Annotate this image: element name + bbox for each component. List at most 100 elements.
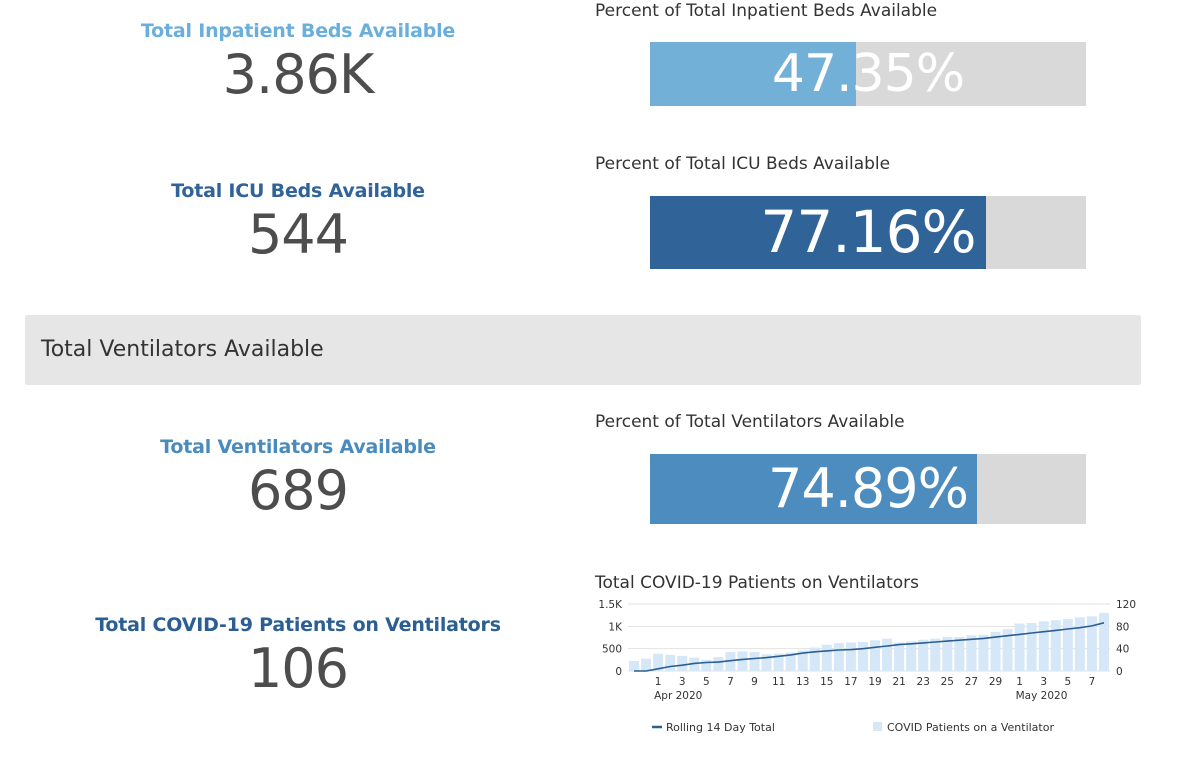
y-left-tick-label: 500 xyxy=(602,644,622,656)
y-right-tick-label: 80 xyxy=(1116,621,1129,633)
x-tick-label: 9 xyxy=(751,676,758,688)
bar xyxy=(954,636,965,671)
bar xyxy=(749,652,760,671)
percent-value: 74.89% xyxy=(768,457,969,520)
bar xyxy=(725,652,736,671)
kpi-label: Total COVID-19 Patients on Ventilators xyxy=(95,614,501,636)
bar xyxy=(1074,617,1085,671)
section-header-ventilators: Total Ventilators Available xyxy=(25,315,1141,385)
bar xyxy=(797,650,808,671)
bar xyxy=(930,638,941,671)
legend-label: Rolling 14 Day Total xyxy=(666,721,775,734)
bar xyxy=(1038,621,1049,671)
bar xyxy=(833,643,844,671)
kpi-icu-beds: Total ICU Beds Available 544 xyxy=(18,180,578,262)
percent-title-inpatient: Percent of Total Inpatient Beds Availabl… xyxy=(595,1,938,21)
x-group-label: Apr 2020 xyxy=(654,690,702,702)
kpi-label: Total Inpatient Beds Available xyxy=(140,20,456,42)
bar xyxy=(701,659,712,671)
bar xyxy=(894,642,905,671)
x-tick-label: 1 xyxy=(655,676,662,688)
x-tick-label: 27 xyxy=(965,676,978,688)
x-tick-label: 3 xyxy=(679,676,686,688)
x-tick-label: 7 xyxy=(727,676,734,688)
y-left-tick-label: 1.5K xyxy=(598,599,623,611)
kpi-value: 3.86K xyxy=(222,43,375,106)
percent-title-ventilators: Percent of Total Ventilators Available xyxy=(595,412,905,432)
x-tick-label: 19 xyxy=(868,676,881,688)
section-title: Total Ventilators Available xyxy=(41,337,324,362)
y-left-tick-label: 0 xyxy=(615,666,622,678)
bar xyxy=(821,644,832,671)
percent-bar-icu: 77.16% xyxy=(650,196,1086,269)
x-tick-label: 23 xyxy=(917,676,930,688)
kpi-value: 689 xyxy=(247,459,349,522)
legend-label: COVID Patients on a Ventilator xyxy=(887,721,1054,734)
percent-fill xyxy=(650,454,977,524)
bar xyxy=(990,631,1001,671)
bar xyxy=(870,640,881,671)
bar xyxy=(689,657,700,671)
percent-fill xyxy=(650,196,987,269)
bar xyxy=(1002,629,1013,671)
legend-bar-swatch xyxy=(873,722,882,731)
bar xyxy=(845,642,856,671)
percent-bar-ventilators: 74.89% xyxy=(650,454,1086,524)
bar xyxy=(785,652,796,671)
x-tick-label: 17 xyxy=(844,676,857,688)
bar xyxy=(677,655,688,671)
bar xyxy=(1098,612,1109,671)
x-tick-label: 1 xyxy=(1016,676,1023,688)
y-right-tick-label: 40 xyxy=(1116,644,1129,656)
rolling-total-line xyxy=(634,622,1105,672)
bar xyxy=(942,636,953,671)
y-left-tick-label: 1K xyxy=(608,621,623,633)
bar xyxy=(857,641,868,671)
percent-fill xyxy=(650,42,857,106)
bar xyxy=(966,635,977,671)
x-tick-label: 25 xyxy=(941,676,954,688)
percent-value: 47.35% xyxy=(771,44,965,104)
kpi-covid-ventilators: Total COVID-19 Patients on Ventilators 1… xyxy=(18,614,578,696)
kpi-label: Total ICU Beds Available xyxy=(171,180,425,202)
bar xyxy=(641,658,652,671)
bar xyxy=(1062,619,1073,671)
percent-value: 77.16% xyxy=(760,198,976,266)
bar xyxy=(629,660,640,671)
bar xyxy=(773,653,784,671)
chart-title: Total COVID-19 Patients on Ventilators xyxy=(595,573,919,593)
x-tick-label: 29 xyxy=(989,676,1002,688)
x-tick-label: 15 xyxy=(820,676,833,688)
x-tick-label: 13 xyxy=(796,676,809,688)
kpi-label: Total Ventilators Available xyxy=(160,436,436,458)
y-right-tick-label: 120 xyxy=(1116,599,1136,611)
x-tick-label: 3 xyxy=(1040,676,1047,688)
bar xyxy=(978,634,989,671)
bar xyxy=(809,647,820,671)
kpi-value: 544 xyxy=(247,203,349,266)
y-right-tick-label: 0 xyxy=(1116,666,1123,678)
percent-bar-inpatient: 47.35% xyxy=(650,42,1086,106)
x-group-label: May 2020 xyxy=(1016,690,1068,702)
bar xyxy=(713,657,724,671)
x-tick-label: 21 xyxy=(892,676,905,688)
kpi-value: 106 xyxy=(247,637,349,700)
x-tick-label: 5 xyxy=(1064,676,1071,688)
bar xyxy=(906,641,917,671)
bar xyxy=(882,638,893,671)
bar xyxy=(1026,622,1037,671)
kpi-inpatient-beds: Total Inpatient Beds Available 3.86K xyxy=(18,20,578,102)
kpi-ventilators: Total Ventilators Available 689 xyxy=(18,436,578,518)
bar xyxy=(761,654,772,671)
bar xyxy=(653,653,664,671)
x-tick-label: 7 xyxy=(1089,676,1096,688)
x-tick-label: 5 xyxy=(703,676,710,688)
bar xyxy=(918,639,929,671)
bar xyxy=(665,654,676,671)
bar xyxy=(1050,620,1061,671)
bar xyxy=(1086,616,1097,671)
percent-title-icu: Percent of Total ICU Beds Available xyxy=(595,154,891,174)
bar xyxy=(737,651,748,671)
x-tick-label: 11 xyxy=(772,676,785,688)
